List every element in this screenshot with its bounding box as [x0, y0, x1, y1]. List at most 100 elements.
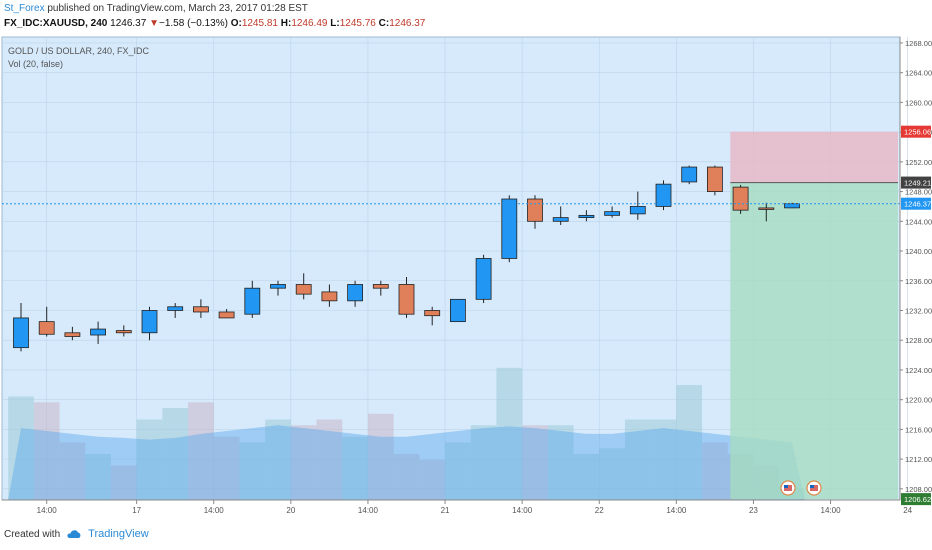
candle-up	[552, 217, 569, 222]
candle-up	[475, 258, 492, 300]
candles	[13, 165, 800, 352]
low-value: 1245.76	[339, 18, 376, 29]
price-tick-label: 1268.00	[905, 39, 932, 48]
candle-up	[501, 198, 518, 259]
last-price-badge	[901, 197, 931, 210]
volume-bar	[162, 408, 189, 500]
volume-bar	[676, 385, 703, 500]
footer: Created with TradingView	[4, 528, 149, 540]
time-tick-label: 20	[286, 506, 295, 515]
volume-bar	[239, 442, 266, 500]
volume-bar	[290, 425, 317, 500]
symbol-label: FX_IDC:XAUUSD, 240	[4, 18, 108, 29]
volume-legend: Vol (20, false)	[8, 59, 63, 69]
time-tick-label: 14:00	[512, 506, 533, 515]
volume-bar	[85, 454, 111, 500]
high-label: H:	[280, 18, 292, 29]
candle-down	[732, 186, 749, 211]
candle-down	[707, 166, 723, 192]
candle-down	[321, 291, 338, 302]
time-axis[interactable]: 14:00 17 14:00 20 14:00 21 14:00 22 14:00 23 14:00…	[2, 499, 913, 515]
price-tick-label: 1208.00	[905, 485, 932, 494]
publish-text: published on TradingView.com, March 23, …	[44, 3, 308, 14]
volume-bar	[367, 413, 394, 500]
last-price-value: 1246.37	[110, 18, 147, 29]
tradingview-link[interactable]: TradingView	[88, 528, 149, 540]
volume-bar	[393, 454, 420, 500]
time-tick-label: 17	[132, 506, 141, 515]
candle-up	[141, 310, 158, 334]
ohlc-header: FX_IDC:XAUUSD, 240 1246.37 ▼−1.58 (−0.13…	[4, 18, 425, 29]
candle-down	[295, 284, 312, 295]
candle-up	[244, 287, 261, 315]
candle-down	[424, 310, 441, 317]
time-tick-label: 14:00	[358, 506, 379, 515]
stop-price-badge-label: 1256.06	[904, 128, 931, 137]
price-tick-label: 1228.00	[905, 336, 932, 345]
volume-bar	[342, 436, 368, 500]
time-tick-label: 22	[595, 506, 604, 515]
price-tick-label: 1220.00	[905, 396, 932, 405]
entry-price-badge	[901, 176, 931, 189]
candle-up	[347, 284, 364, 302]
volume-bar	[59, 442, 86, 500]
change-value: −1.58 (−0.13%)	[158, 18, 228, 29]
close-label: C:	[378, 18, 390, 29]
price-tick-label: 1252.00	[905, 158, 932, 167]
entry-price-badge-label: 1249.21	[904, 179, 931, 188]
volume-bar	[573, 454, 600, 500]
price-tick-label: 1236.00	[905, 277, 932, 286]
volume-bar	[702, 442, 728, 500]
volume-bar	[265, 419, 291, 500]
price-axis[interactable]: 1208.00 1212.00 1216.00 1220.00 1224.00 1228.…	[899, 37, 932, 500]
volume-bar	[496, 367, 523, 500]
candle-up	[655, 183, 672, 207]
volume-bar	[110, 465, 137, 500]
volume-ma-band	[8, 425, 805, 500]
target-price-badge	[901, 493, 931, 506]
down-arrow-icon: ▼	[149, 18, 159, 29]
time-tick-label: 24	[903, 506, 912, 515]
price-badges: 1256.06 1249.21 1246.37 1206.62	[901, 125, 931, 506]
position-zones[interactable]	[730, 131, 898, 500]
take-profit-zone	[730, 182, 898, 500]
author-link[interactable]: St_Forex	[4, 3, 45, 14]
high-value: 1246.49	[291, 18, 328, 29]
time-tick-label: 23	[749, 506, 758, 515]
time-tick-label: 14:00	[204, 506, 225, 515]
candle-up	[681, 166, 698, 183]
price-tick-label: 1224.00	[905, 366, 932, 375]
volume-bar	[188, 402, 214, 500]
chart-legend-title: GOLD / US DOLLAR, 240, FX_IDC	[8, 46, 150, 56]
event-icons[interactable]	[780, 480, 822, 496]
volume-bar	[213, 436, 240, 500]
candle-down	[758, 207, 775, 210]
candle-down	[38, 321, 55, 335]
volume-bar	[650, 419, 677, 500]
volume-bar	[624, 419, 651, 500]
candle-down	[372, 284, 389, 289]
volume-bar	[419, 459, 446, 500]
price-tick-label: 1212.00	[905, 455, 932, 464]
candle-down	[398, 284, 415, 315]
volume-bar	[136, 419, 163, 500]
flag-canton-icon	[810, 485, 814, 488]
volume-bar	[316, 419, 343, 500]
price-tick-label: 1232.00	[905, 306, 932, 315]
candle-up	[604, 211, 620, 216]
candle-up	[13, 317, 29, 349]
price-tick-label: 1260.00	[905, 98, 932, 107]
volume-bar	[470, 425, 497, 500]
volume-bar	[8, 396, 34, 500]
created-with-label: Created with	[4, 528, 61, 540]
volume-bar	[33, 402, 60, 500]
price-tick-label: 1216.00	[905, 425, 932, 434]
candle-down	[64, 332, 81, 337]
candle-down	[527, 198, 543, 222]
candle-down	[192, 306, 209, 313]
candle-up	[90, 328, 106, 336]
low-label: L:	[330, 18, 340, 29]
candle-up	[629, 206, 646, 215]
candle-up	[449, 298, 466, 323]
